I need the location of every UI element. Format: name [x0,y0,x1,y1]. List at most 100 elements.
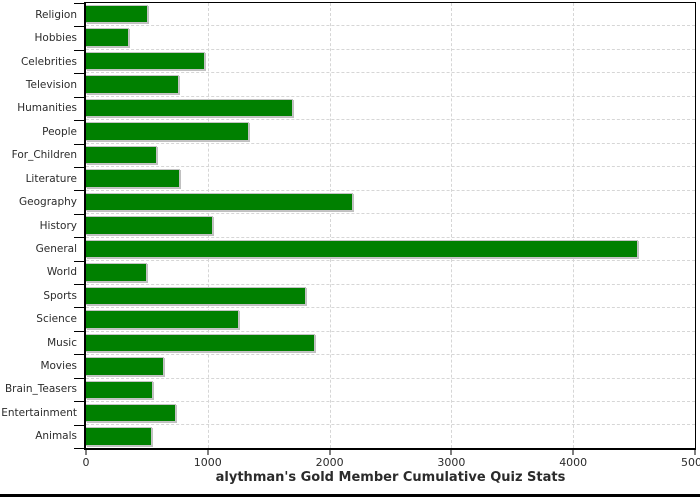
category-row [86,26,695,50]
y-axis-tick [74,377,84,379]
x-axis-tick [572,450,574,455]
gridline-vertical [451,3,453,448]
bar [86,169,180,188]
category-label: Literature [25,172,77,185]
x-axis-tick-label: 2000 [315,456,344,469]
plot-rows [86,3,695,448]
x-axis-tick [450,450,452,455]
y-axis-tick [74,96,84,98]
category-row [86,73,695,97]
y-axis-tick [74,354,84,356]
y-axis-tick [74,237,84,239]
category-label: Music [47,336,77,349]
category-label: Geography [19,196,77,209]
y-axis-tick [74,49,84,51]
category-row [86,355,695,379]
category-row [86,332,695,356]
category-label: Science [36,313,77,326]
bar [86,145,157,165]
bar [86,5,149,24]
y-axis-tick [74,213,84,215]
y-axis-tick [74,3,84,4]
category-label: Television [25,78,77,91]
bar [86,380,153,399]
bar [86,333,315,353]
bar [86,263,147,282]
bar [86,403,176,423]
bar [86,357,164,376]
y-axis-tick [74,73,84,75]
y-axis-tick [74,448,84,449]
y-axis-tick [74,120,84,122]
y-axis-tick [74,330,84,332]
category-label: For_Children [11,149,77,162]
bar [86,28,130,47]
category-label: Animals [35,430,77,443]
y-axis-tick [74,307,84,309]
gridline-vertical [573,3,575,448]
category-row [86,379,695,402]
bar [86,310,239,329]
category-row [86,167,695,191]
category-label: History [39,219,77,232]
category-row [86,120,695,144]
x-axis-tick [85,450,87,455]
bar [86,286,306,306]
x-axis-tick-label: 4000 [559,456,588,469]
category-label: Movies [40,360,77,373]
category-label: Entertainment [1,406,77,419]
category-label: People [42,125,77,138]
x-axis-tick [329,450,331,455]
bar [86,122,250,141]
bar [86,75,180,94]
category-row [86,238,695,262]
bar [86,216,213,235]
category-labels: Religion Hobbies Celebrities Television Huma… [0,3,77,448]
y-axis-tick [74,401,84,403]
category-label: General [35,242,77,255]
category-label: World [46,266,77,279]
y-axis-tick [74,284,84,286]
y-axis-tick [74,190,84,192]
category-row [86,285,695,309]
y-axis-tick [74,166,84,168]
x-axis-tick-label: 1000 [193,456,222,469]
x-axis-tick [694,450,696,455]
y-axis-tick [74,424,84,426]
category-label: Humanities [17,102,77,115]
x-axis-tick-marks [85,450,696,455]
category-label: Brain_Teasers [4,383,77,396]
bar [86,239,638,259]
y-axis-tick [74,26,84,28]
bar [86,192,354,212]
y-axis-ticks [74,3,84,449]
y-axis-tick [74,143,84,145]
x-axis-tick-label: 5000 [681,456,700,469]
category-row [86,3,695,27]
category-row [86,261,695,285]
y-axis-tick [74,260,84,262]
bar [86,98,294,118]
gridline-vertical [329,3,331,448]
x-axis-tick [207,450,209,455]
x-axis-tick-label: 3000 [437,456,466,469]
chart-title: alythman's Gold Member Cumulative Quiz S… [215,470,566,485]
category-row [86,214,695,238]
window-bottom-border [0,494,700,497]
bar [86,427,153,446]
bar [86,51,206,71]
category-label: Celebrities [20,55,77,68]
category-row [86,425,695,447]
category-row [86,50,695,74]
category-row [86,191,695,215]
category-label: Religion [35,8,77,21]
category-row [86,144,695,168]
category-row [86,97,695,121]
plot-area [84,2,696,450]
category-row [86,308,695,332]
category-row [86,402,695,426]
x-axis-tick-labels: 0 1000 2000 3000 4000 5000 [82,456,700,470]
category-label: Hobbies [34,32,78,45]
x-axis-tick-label: 0 [82,456,90,469]
